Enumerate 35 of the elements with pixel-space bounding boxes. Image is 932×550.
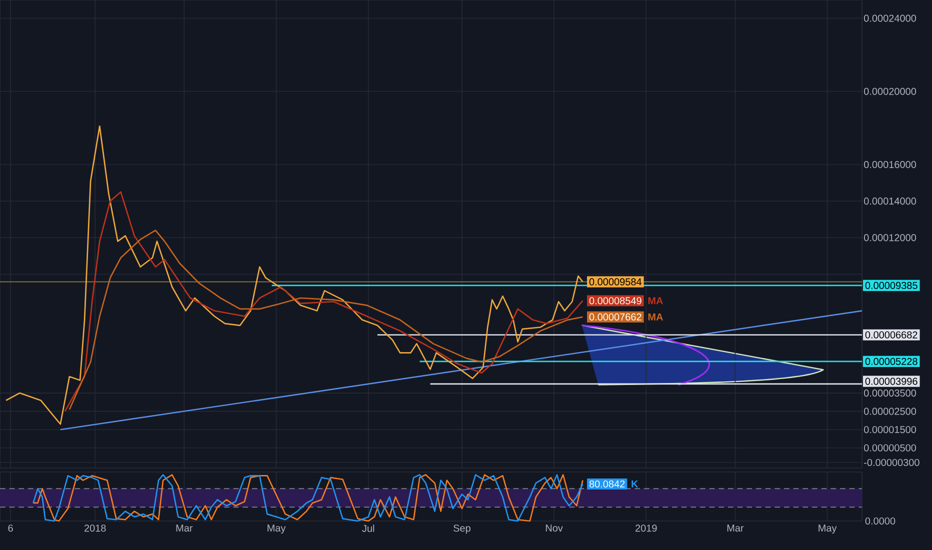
data-label: 0.00006682 bbox=[865, 331, 918, 338]
x-tick-label: Sep bbox=[454, 524, 470, 534]
legend-label: K bbox=[632, 480, 638, 488]
y-tick-label: 0.00002500 bbox=[864, 408, 916, 415]
y-tick-label: 0.00016000 bbox=[864, 160, 916, 168]
x-tick-label: 2019 bbox=[636, 524, 657, 532]
x-tick-label: May bbox=[818, 524, 837, 534]
y-tick-label: 0.00001500 bbox=[864, 426, 916, 434]
x-tick-label: 2018 bbox=[84, 524, 106, 532]
text: 0.0000 bbox=[865, 517, 896, 525]
data-label: 0.00005228 bbox=[865, 358, 918, 365]
y-tick-label: 0.00012000 bbox=[864, 234, 916, 242]
data-label: 0.00009385 bbox=[865, 282, 918, 290]
y-tick-label: -0.00000300 bbox=[864, 458, 920, 466]
line-series bbox=[68, 230, 584, 410]
x-tick-label: 6 bbox=[8, 524, 13, 532]
x-tick-label: Jul bbox=[362, 524, 374, 532]
y-tick-label: 0.00003500 bbox=[864, 390, 916, 397]
annotation: 80.0842 bbox=[589, 480, 625, 488]
data-label: 0.00009584 bbox=[589, 278, 642, 286]
y-tick-label: 0.00000500 bbox=[864, 444, 916, 452]
data-label: 0.00008549 bbox=[589, 297, 642, 304]
y-tick-label: 0.00014000 bbox=[864, 198, 916, 205]
y-tick-label: 0.00020000 bbox=[864, 88, 916, 95]
x-tick-label: May bbox=[268, 524, 286, 534]
data-label: 0.00007662 bbox=[589, 313, 642, 321]
x-tick-label: Nov bbox=[546, 524, 563, 532]
data-label: 0.00003996 bbox=[865, 378, 918, 385]
text: MA bbox=[648, 314, 663, 320]
line-series bbox=[5, 125, 584, 425]
x-tick-label: Mar bbox=[176, 524, 193, 532]
y-tick-label: 0.00024000 bbox=[864, 14, 916, 22]
x-tick-label: Mar bbox=[727, 524, 744, 532]
line-series bbox=[64, 191, 584, 412]
text: MA bbox=[648, 297, 663, 304]
